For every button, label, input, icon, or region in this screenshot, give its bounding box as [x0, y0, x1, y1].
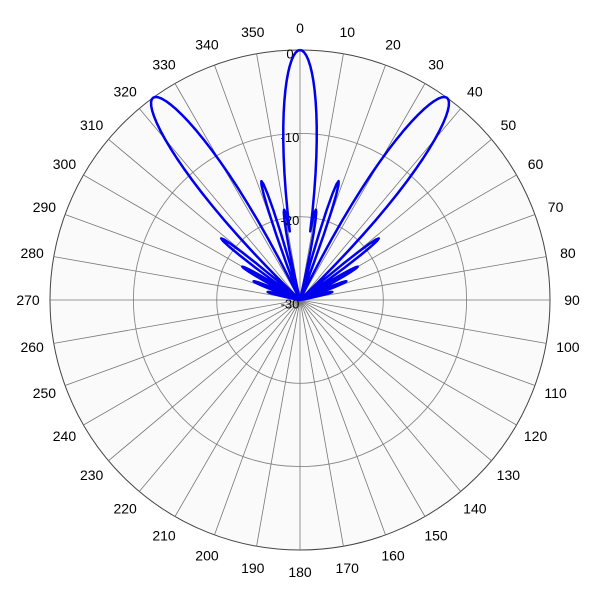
angle-tick-label: 30 — [428, 56, 444, 72]
angle-tick-labels: 0 10 20 30 40 50 60 70 80 90 100 110 120 130 140 150 160… — [16, 20, 580, 580]
angle-tick-label: 230 — [80, 467, 104, 483]
angle-tick-label: 100 — [556, 339, 580, 355]
angle-tick-label: 350 — [241, 24, 265, 40]
radial-tick-label: 0 — [286, 47, 293, 62]
angle-tick-label: 320 — [113, 84, 137, 100]
angular-grid — [50, 50, 550, 550]
grid-spoke — [299, 256, 547, 301]
angle-tick-label: 0 — [296, 20, 304, 36]
angle-tick-label: 140 — [463, 500, 487, 516]
grid-spoke — [256, 299, 301, 547]
angle-tick-label: 250 — [33, 385, 57, 401]
angle-tick-label: 310 — [80, 117, 104, 133]
grid-spoke — [174, 83, 301, 301]
angle-tick-label: 40 — [467, 84, 483, 100]
angle-tick-label: 20 — [385, 36, 401, 52]
grid-spoke — [256, 53, 301, 301]
grid-spoke — [53, 299, 301, 344]
grid-spoke — [83, 299, 301, 426]
angle-tick-label: 260 — [20, 339, 44, 355]
grid-spoke — [299, 299, 547, 344]
angle-tick-label: 70 — [548, 199, 564, 215]
angle-tick-label: 190 — [241, 560, 265, 576]
grid-spoke — [174, 299, 301, 517]
grid-spoke — [299, 299, 386, 536]
angle-tick-label: 280 — [20, 245, 44, 261]
angle-tick-label: 150 — [424, 528, 448, 544]
angle-tick-label: 110 — [544, 385, 567, 401]
grid-spoke — [299, 299, 344, 547]
grid-spoke — [299, 53, 344, 301]
grid-spoke — [138, 299, 301, 492]
angle-tick-label: 340 — [195, 36, 219, 52]
angle-tick-label: 300 — [53, 156, 77, 172]
angle-tick-label: 180 — [288, 564, 312, 580]
angle-tick-label: 170 — [336, 560, 360, 576]
grid-spoke — [299, 174, 517, 301]
angle-tick-label: 120 — [524, 428, 548, 444]
angle-tick-label: 90 — [564, 292, 580, 308]
grid-spoke — [108, 299, 301, 462]
angle-tick-label: 50 — [501, 117, 517, 133]
angle-tick-label: 290 — [33, 199, 57, 215]
grid-spoke — [299, 299, 536, 386]
angle-tick-label: 130 — [497, 467, 521, 483]
radial-tick-label: -10 — [281, 130, 300, 145]
grid-spoke — [83, 174, 301, 301]
grid-spoke — [299, 83, 426, 301]
angle-tick-label: 10 — [339, 24, 355, 40]
series-group — [149, 48, 451, 302]
angle-tick-label: 210 — [152, 528, 176, 544]
angle-tick-label: 80 — [560, 245, 576, 261]
grid-spoke — [64, 299, 301, 386]
angle-tick-label: 160 — [381, 548, 405, 564]
grid-spoke — [299, 299, 426, 517]
angle-tick-label: 200 — [195, 548, 219, 564]
grid-spoke — [214, 299, 301, 536]
angle-tick-label: 270 — [16, 292, 40, 308]
angle-tick-label: 220 — [113, 500, 137, 516]
angle-tick-label: 60 — [528, 156, 544, 172]
grid-spoke — [299, 299, 492, 462]
grid-spoke — [53, 256, 301, 301]
angle-tick-label: 330 — [152, 56, 176, 72]
grid-spoke — [299, 299, 517, 426]
series-line — [149, 48, 451, 302]
angle-tick-label: 240 — [53, 428, 77, 444]
grid-spoke — [299, 299, 462, 492]
